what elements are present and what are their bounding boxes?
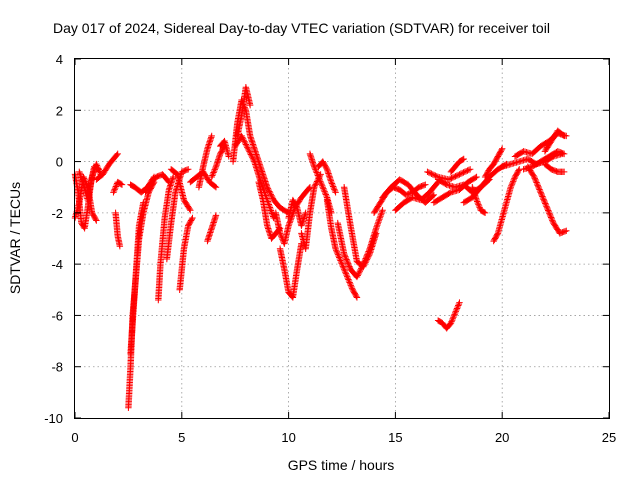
data-point-markers xyxy=(541,160,568,176)
series-arc-26 xyxy=(285,196,309,229)
data-point-markers xyxy=(255,178,284,242)
y-tick-label: 4 xyxy=(56,52,63,67)
data-point-markers xyxy=(234,84,254,140)
y-axis-title: SDTVAR / TECUs xyxy=(7,182,23,294)
data-point-markers xyxy=(481,145,506,181)
data-point-markers xyxy=(93,150,121,183)
y-tick-label: -2 xyxy=(51,206,63,221)
data-point-markers xyxy=(490,166,523,245)
data-point-markers xyxy=(434,299,463,332)
data-point-markers xyxy=(272,184,314,247)
data-point-markers xyxy=(204,212,220,245)
x-tick-label: 20 xyxy=(495,430,509,445)
y-tick-label: 2 xyxy=(56,103,63,118)
y-tick-label: -8 xyxy=(51,360,63,375)
series-arc-10 xyxy=(142,171,173,196)
series-arc-32 xyxy=(340,184,380,270)
series-arc-03 xyxy=(76,160,104,204)
x-axis-title: GPS time / hours xyxy=(288,457,395,473)
data-point-markers xyxy=(176,214,196,293)
series-arc-35 xyxy=(392,178,442,214)
x-tick-label: 25 xyxy=(602,430,616,445)
series-arc-18 xyxy=(208,142,228,181)
data-point-markers xyxy=(195,132,215,191)
data-point-markers xyxy=(155,173,177,304)
series-arc-30 xyxy=(323,196,361,301)
series-arc-24 xyxy=(276,240,305,301)
series-arc-08 xyxy=(127,199,147,358)
series-arc-42 xyxy=(469,184,489,217)
x-tick-label: 15 xyxy=(388,430,402,445)
data-point-markers xyxy=(340,184,380,270)
y-tick-label: -4 xyxy=(51,257,63,272)
series-arc-36 xyxy=(424,166,474,183)
x-axis-ticks: 0 5 10 15 20 25 xyxy=(71,59,616,445)
data-point-markers xyxy=(424,166,474,183)
series-arc-11 xyxy=(155,173,177,304)
series-arc-27 xyxy=(298,171,324,252)
series-arc-17 xyxy=(204,212,220,245)
data-point-markers xyxy=(469,184,489,217)
x-tick-label: 10 xyxy=(281,430,295,445)
series-arc-48 xyxy=(524,163,570,237)
y-tick-label: 0 xyxy=(56,155,63,170)
data-point-markers xyxy=(447,155,467,176)
y-axis-ticks: -10 -8 -6 -4 -2 0 2 4 xyxy=(44,52,609,426)
x-tick-label: 5 xyxy=(178,430,185,445)
series-arc-40 xyxy=(434,299,463,332)
data-point-markers xyxy=(541,127,568,155)
data-point-markers xyxy=(392,178,442,214)
chart-title: Day 017 of 2024, Sidereal Day-to-day VTE… xyxy=(53,20,550,36)
data-point-markers xyxy=(110,178,126,196)
series-arc-29 xyxy=(315,158,339,196)
series-arc-39 xyxy=(447,155,467,176)
series-arc-14 xyxy=(167,166,194,214)
data-point-markers xyxy=(323,196,361,301)
series-arc-50 xyxy=(541,127,568,155)
y-tick-label: -6 xyxy=(51,308,63,323)
series-arc-25 xyxy=(272,184,314,247)
data-point-markers xyxy=(142,171,173,196)
series-arc-06 xyxy=(112,209,124,250)
series-arc-04 xyxy=(93,150,121,183)
data-point-markers xyxy=(217,137,232,160)
series-arc-16 xyxy=(195,132,215,191)
data-point-markers xyxy=(315,158,339,196)
series-arc-05 xyxy=(110,178,126,196)
y-tick-label: -10 xyxy=(44,411,63,426)
data-point-markers xyxy=(112,209,124,250)
data-point-markers xyxy=(167,166,194,214)
data-point-markers xyxy=(285,196,309,229)
data-point-markers xyxy=(298,171,324,252)
plot-frame xyxy=(74,58,610,419)
series-arc-19 xyxy=(217,137,232,160)
series-arc-43 xyxy=(481,145,506,181)
data-point-markers xyxy=(208,142,228,181)
series-arc-44 xyxy=(490,166,523,245)
series-arc-21 xyxy=(234,84,254,140)
series-arc-13 xyxy=(176,214,196,293)
data-point-markers xyxy=(524,163,570,237)
x-tick-label: 0 xyxy=(71,430,78,445)
data-point-markers xyxy=(127,199,147,358)
data-marks xyxy=(71,84,570,411)
data-point-markers xyxy=(276,240,305,301)
data-point-markers xyxy=(76,160,104,204)
series-arc-49 xyxy=(541,160,568,176)
series-arc-23 xyxy=(255,178,284,242)
